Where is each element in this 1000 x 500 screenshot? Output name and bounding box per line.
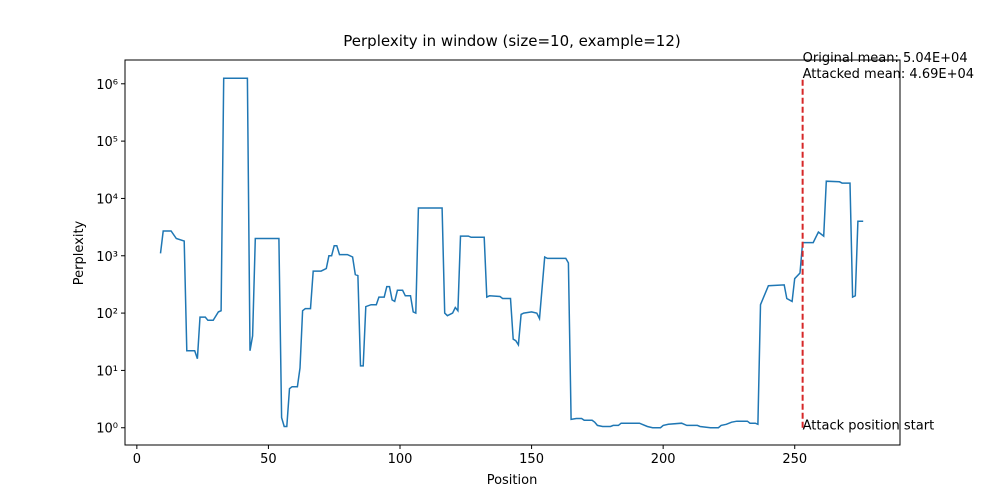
y-tick-label: 10³ xyxy=(96,250,118,265)
y-tick-label: 10⁶ xyxy=(96,78,118,93)
y-tick-label: 10⁰ xyxy=(96,422,118,437)
x-axis-label: Position xyxy=(487,473,538,488)
x-tick-label: 200 xyxy=(651,452,676,467)
x-tick-label: 150 xyxy=(519,452,544,467)
x-tick-label: 0 xyxy=(133,452,141,467)
attack-label: Attack position start xyxy=(803,419,935,434)
y-tick-label: 10⁵ xyxy=(96,135,118,150)
x-tick-label: 100 xyxy=(388,452,413,467)
chart-title: Perplexity in window (size=10, example=1… xyxy=(343,32,680,50)
plot-frame xyxy=(124,59,901,446)
annotation: Attacked mean: 4.69E+04 xyxy=(803,67,974,82)
y-axis-label: Perplexity xyxy=(72,220,87,285)
y-tick-label: 10² xyxy=(96,307,118,322)
x-tick-label: 50 xyxy=(260,452,277,467)
x-tick-label: 250 xyxy=(782,452,807,467)
annotation: Original mean: 5.04E+04 xyxy=(803,51,968,66)
y-tick-label: 10¹ xyxy=(96,364,118,379)
data-line xyxy=(159,77,864,429)
y-tick-label: 10⁴ xyxy=(96,192,118,207)
